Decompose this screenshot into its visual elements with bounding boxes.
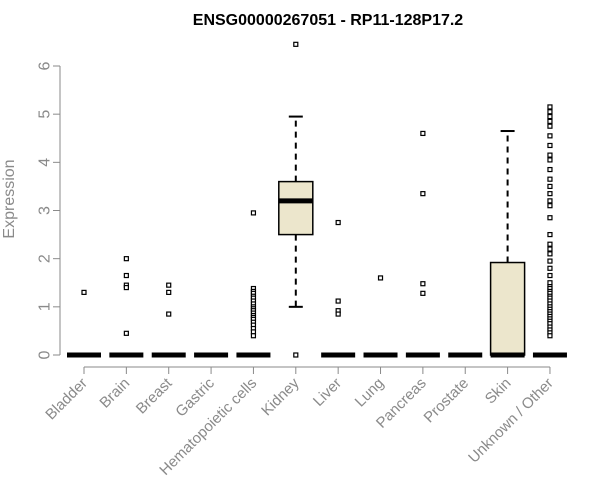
- x-tick-label: Prostate: [421, 375, 473, 427]
- outlier-point: [293, 41, 299, 47]
- outlier-point: [123, 330, 129, 336]
- chart-title: ENSG00000267051 - RP11-128P17.2: [193, 12, 464, 29]
- box-group: [278, 41, 314, 358]
- x-tick-label: Lung: [352, 375, 388, 411]
- box-group: [532, 104, 567, 358]
- outlier-point: [420, 130, 426, 137]
- outlier-point: [250, 210, 257, 216]
- outlier-point: [547, 231, 553, 238]
- outlier-point: [547, 191, 553, 197]
- box-group: [151, 282, 186, 358]
- outlier-point: [123, 284, 129, 291]
- outlier-point: [547, 272, 553, 279]
- box-group: [489, 130, 526, 358]
- outlier-point: [547, 241, 553, 247]
- box-group: [321, 219, 356, 358]
- outlier-point: [166, 311, 172, 317]
- x-tick-label: Liver: [310, 375, 345, 410]
- outlier-point: [547, 152, 553, 158]
- y-tick-label: 0: [37, 350, 54, 359]
- outlier-point: [81, 289, 87, 295]
- y-tick-label: 1: [37, 302, 54, 311]
- outlier-point: [547, 246, 553, 252]
- outlier-point: [335, 219, 341, 226]
- box-body: [278, 180, 314, 236]
- outlier-point: [547, 258, 553, 264]
- x-tick-label: Skin: [482, 375, 515, 408]
- box-group: [405, 130, 440, 358]
- x-tick-label: Brain: [96, 375, 133, 412]
- outlier-point: [335, 298, 341, 304]
- outlier-point: [547, 113, 553, 120]
- box-group: [109, 256, 144, 358]
- outlier-point: [547, 265, 553, 271]
- outlier-point: [547, 203, 553, 209]
- outlier-point: [547, 183, 553, 190]
- outlier-point: [335, 311, 341, 317]
- box-group: [236, 210, 271, 358]
- outlier-point: [547, 133, 553, 139]
- outlier-point: [547, 166, 553, 173]
- y-tick-label: 2: [37, 254, 54, 263]
- y-tick-label: 3: [37, 206, 54, 215]
- x-tick-label: Breast: [133, 374, 176, 417]
- outlier-point: [547, 176, 553, 182]
- outlier-point: [166, 289, 172, 295]
- y-axis-label: Expression: [1, 159, 18, 238]
- outlier-point: [547, 142, 553, 149]
- outlier-point: [547, 118, 553, 124]
- outlier-point: [123, 272, 129, 279]
- outlier-point: [420, 281, 426, 287]
- outlier-point: [547, 123, 553, 129]
- outlier-point: [547, 215, 553, 221]
- outlier-point: [420, 191, 426, 197]
- outlier-point: [547, 198, 553, 204]
- x-tick-label: Bladder: [42, 375, 91, 424]
- y-axis: 0 1 2 3 4 5 6: [37, 61, 61, 359]
- boxes-layer: [67, 41, 567, 358]
- y-tick-label: 4: [37, 158, 54, 167]
- outlier-point: [547, 251, 553, 257]
- outlier-point: [293, 352, 299, 358]
- box-group: [67, 289, 101, 358]
- outlier-point: [547, 104, 553, 110]
- outlier-point: [377, 275, 384, 281]
- y-tick-label: 6: [37, 61, 54, 70]
- box-body: [489, 261, 526, 356]
- outlier-point: [123, 256, 129, 262]
- outlier-point: [547, 333, 553, 339]
- outlier-point: [250, 333, 257, 339]
- outlier-point: [420, 290, 426, 296]
- y-tick-label: 5: [37, 110, 54, 119]
- outlier-point: [547, 109, 553, 115]
- outlier-point: [166, 282, 172, 288]
- x-tick-label: Kidney: [258, 374, 303, 419]
- outlier-point: [547, 157, 553, 163]
- box-group: [363, 275, 398, 358]
